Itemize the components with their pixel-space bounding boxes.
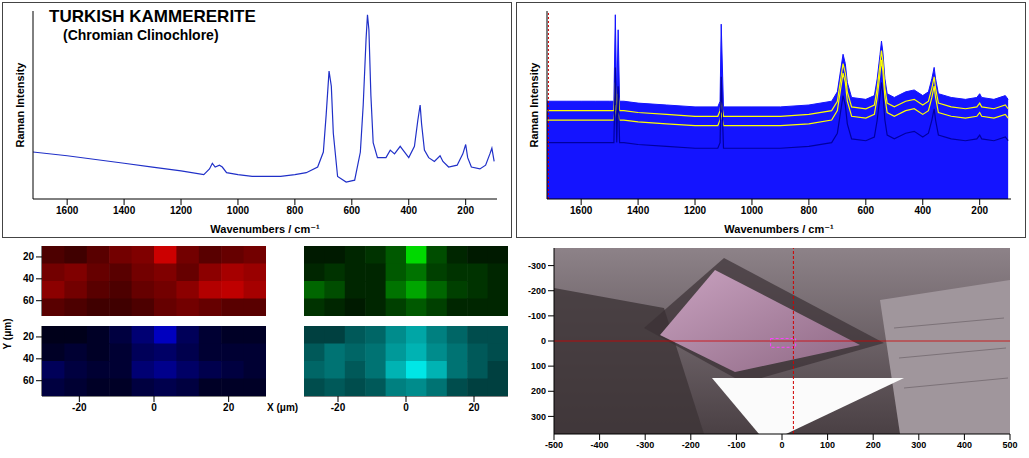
svg-text:0: 0 bbox=[541, 336, 546, 346]
svg-text:60: 60 bbox=[23, 375, 35, 386]
svg-text:200: 200 bbox=[971, 205, 988, 216]
svg-text:1400: 1400 bbox=[113, 205, 136, 216]
svg-text:20: 20 bbox=[468, 402, 480, 413]
svg-text:40: 40 bbox=[23, 353, 35, 364]
svg-text:1000: 1000 bbox=[741, 205, 764, 216]
svg-text:-100: -100 bbox=[727, 440, 745, 450]
svg-text:-200: -200 bbox=[528, 286, 546, 296]
svg-text:-200: -200 bbox=[682, 440, 700, 450]
svg-text:300: 300 bbox=[531, 412, 546, 422]
svg-text:-400: -400 bbox=[591, 440, 609, 450]
svg-text:400: 400 bbox=[957, 440, 972, 450]
svg-text:100: 100 bbox=[820, 440, 835, 450]
svg-text:100: 100 bbox=[531, 361, 546, 371]
svg-text:800: 800 bbox=[287, 205, 304, 216]
html-text:(Chromian Clinochlore): (Chromian Clinochlore) bbox=[63, 27, 219, 43]
svg-text:300: 300 bbox=[911, 440, 926, 450]
svg-text:40: 40 bbox=[23, 273, 35, 284]
svg-text:0: 0 bbox=[151, 402, 157, 413]
svg-text:1200: 1200 bbox=[684, 205, 707, 216]
svg-text:1000: 1000 bbox=[227, 205, 250, 216]
svg-text:400: 400 bbox=[400, 205, 417, 216]
svg-text:20: 20 bbox=[23, 331, 35, 342]
svg-text:60: 60 bbox=[23, 295, 35, 306]
svg-text:0: 0 bbox=[779, 440, 784, 450]
svg-text:400: 400 bbox=[914, 205, 931, 216]
svg-text:1200: 1200 bbox=[170, 205, 193, 216]
svg-text:-500: -500 bbox=[545, 440, 563, 450]
svg-text:20: 20 bbox=[223, 402, 235, 413]
svg-text:200: 200 bbox=[531, 386, 546, 396]
svg-text:Raman Intensity: Raman Intensity bbox=[14, 62, 26, 148]
svg-text:20: 20 bbox=[23, 251, 35, 262]
svg-text:600: 600 bbox=[857, 205, 874, 216]
svg-text:-300: -300 bbox=[528, 261, 546, 271]
svg-text:-100: -100 bbox=[528, 311, 546, 321]
svg-text:Raman Intensity: Raman Intensity bbox=[528, 62, 540, 148]
svg-text:1600: 1600 bbox=[570, 205, 593, 216]
html-text:X (μm): X (μm) bbox=[267, 402, 299, 413]
svg-text:Wavenumbers / cm⁻¹: Wavenumbers / cm⁻¹ bbox=[210, 223, 320, 235]
html-text:TURKISH KAMMERERITE: TURKISH KAMMERERITE bbox=[49, 7, 256, 26]
svg-text:-20: -20 bbox=[72, 402, 87, 413]
svg-text:1600: 1600 bbox=[56, 205, 79, 216]
svg-text:800: 800 bbox=[801, 205, 818, 216]
svg-text:500: 500 bbox=[1002, 440, 1017, 450]
svg-text:600: 600 bbox=[343, 205, 360, 216]
svg-text:0: 0 bbox=[403, 402, 409, 413]
svg-text:Wavenumbers / cm⁻¹: Wavenumbers / cm⁻¹ bbox=[724, 223, 834, 235]
svg-text:200: 200 bbox=[866, 440, 881, 450]
svg-text:200: 200 bbox=[457, 205, 474, 216]
html-text:Y (μm): Y (μm) bbox=[1, 318, 13, 350]
svg-text:-300: -300 bbox=[636, 440, 654, 450]
svg-text:-20: -20 bbox=[331, 402, 346, 413]
svg-text:1400: 1400 bbox=[627, 205, 650, 216]
